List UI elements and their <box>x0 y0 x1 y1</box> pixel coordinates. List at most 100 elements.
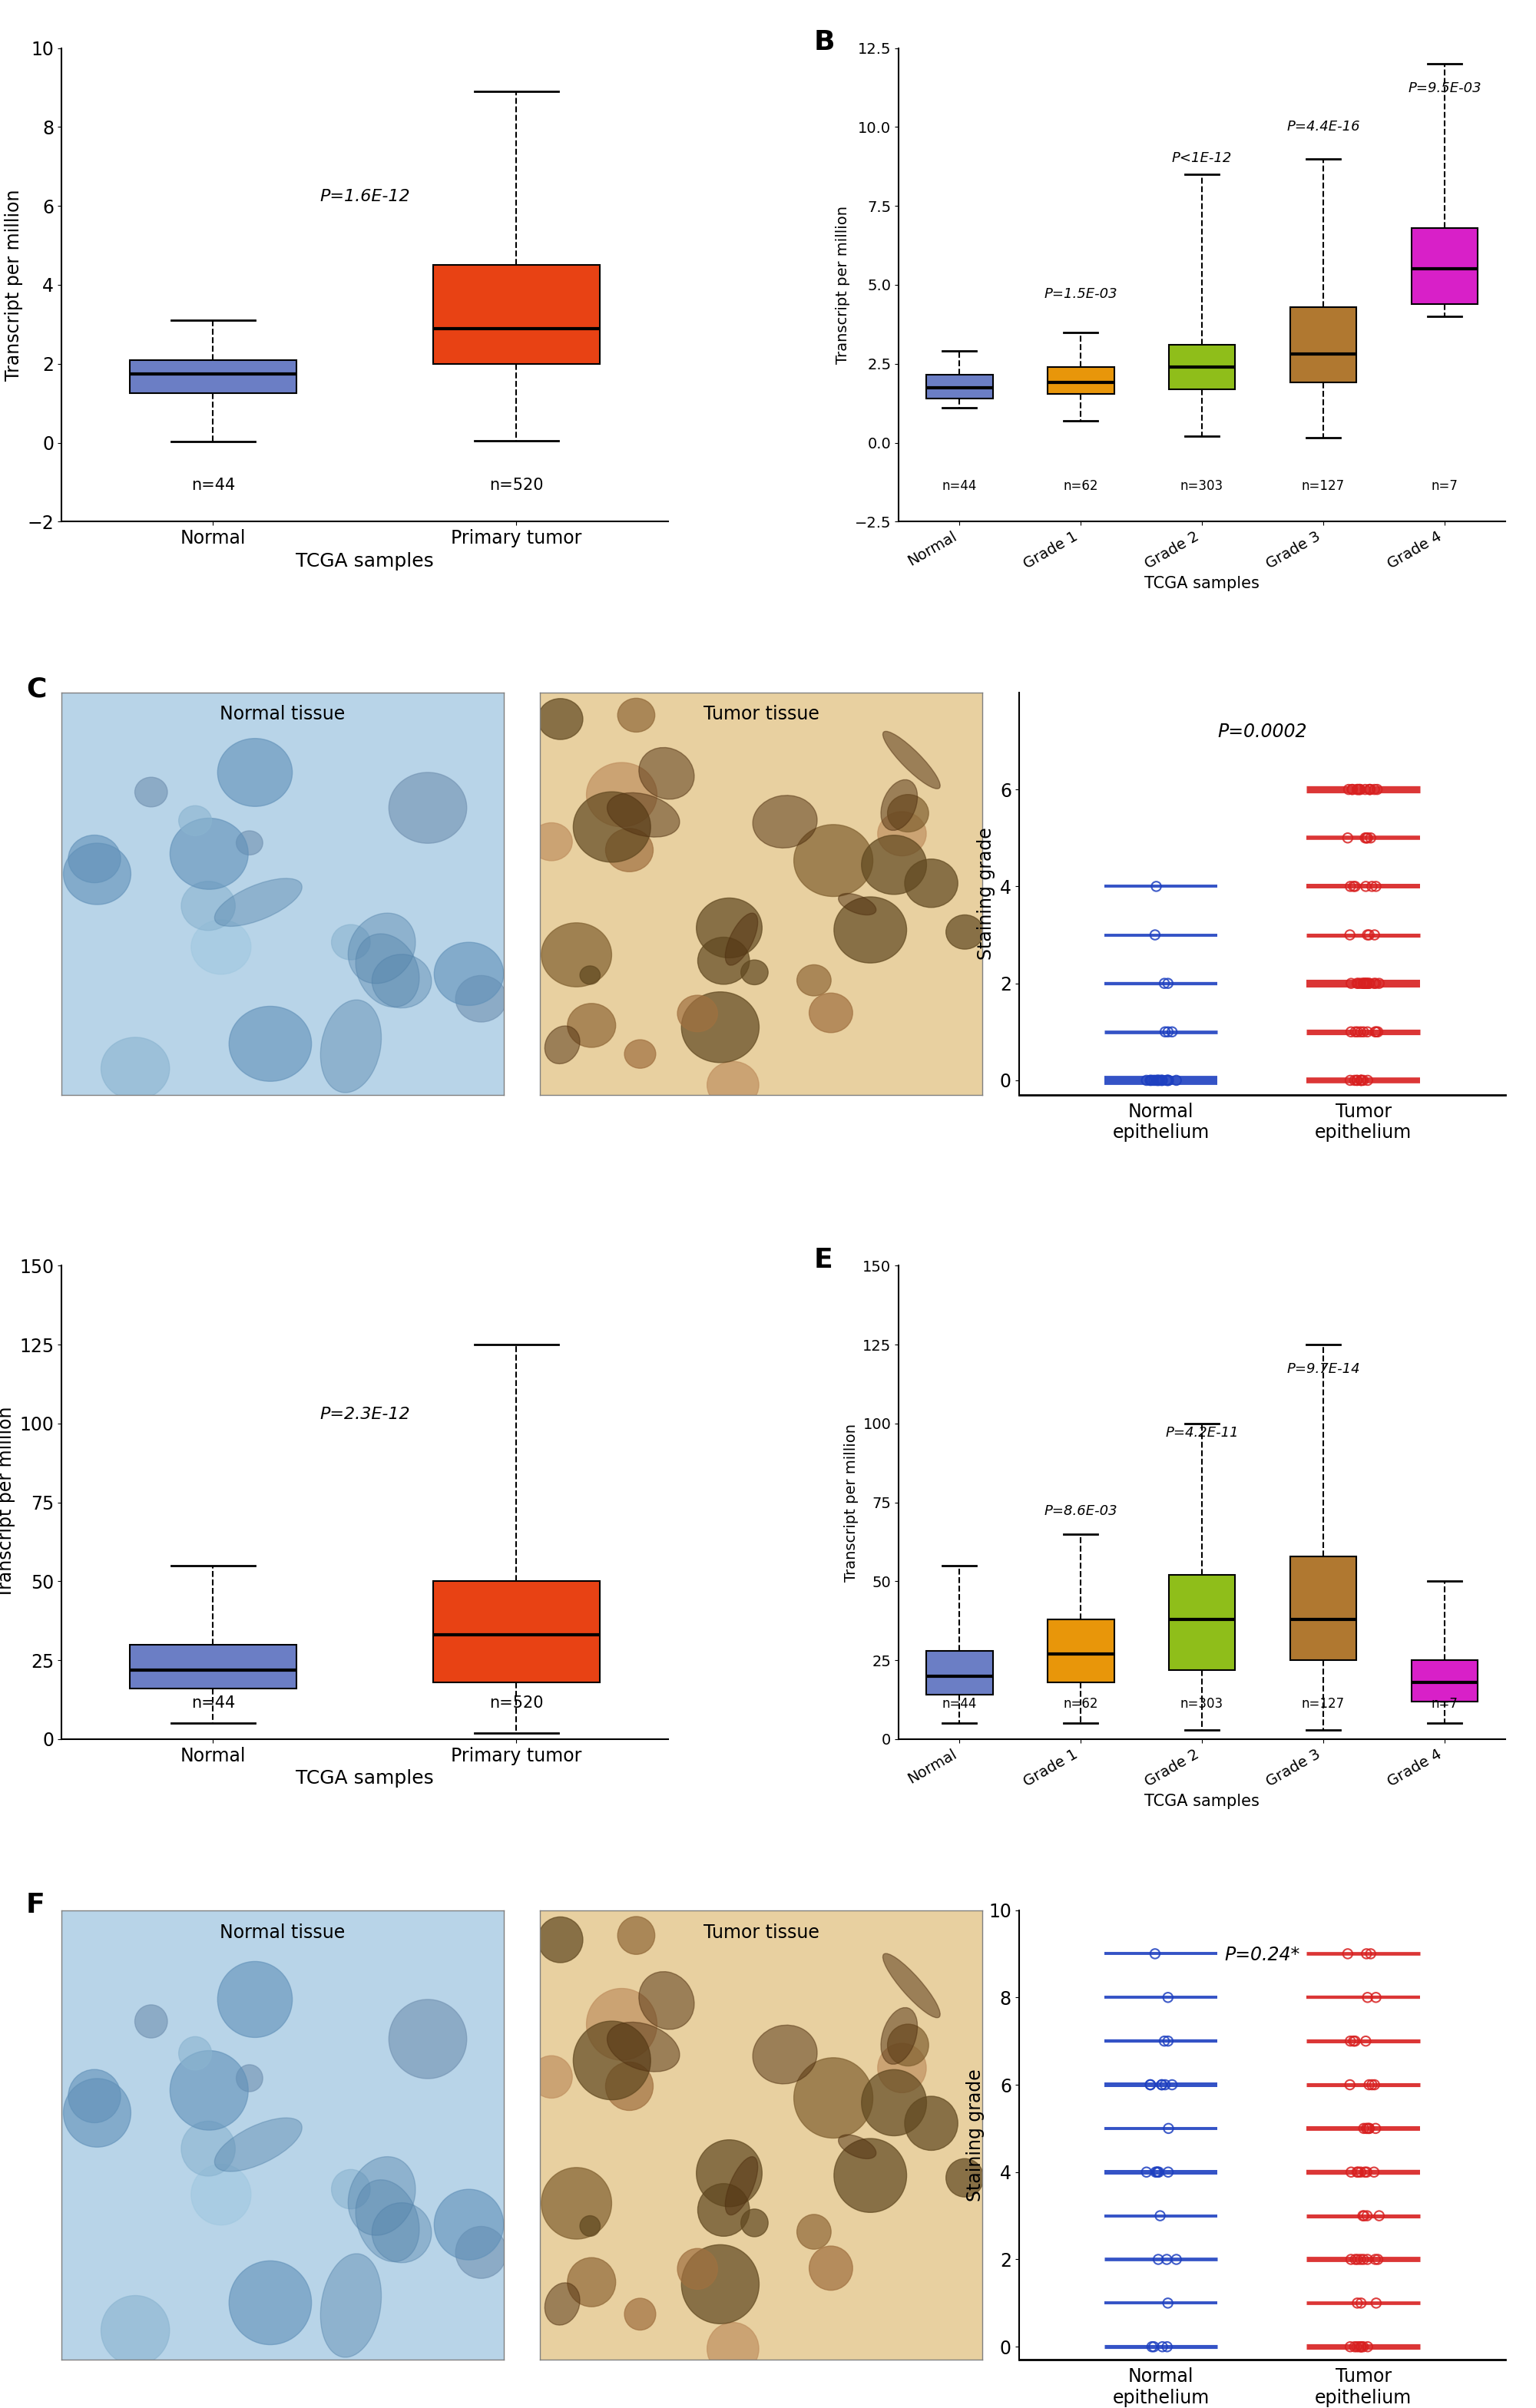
Point <box>1353 2109 1378 2148</box>
Point <box>1143 1062 1167 1100</box>
Ellipse shape <box>753 2025 817 2083</box>
Point <box>1155 1062 1180 1100</box>
PathPatch shape <box>1290 1556 1356 1659</box>
Text: n=7: n=7 <box>1432 1698 1458 1710</box>
Text: P=0.0002: P=0.0002 <box>1218 722 1307 742</box>
Point <box>1358 819 1382 857</box>
Point <box>1352 2239 1376 2278</box>
Point <box>1349 2329 1373 2367</box>
Ellipse shape <box>372 954 432 1009</box>
Point <box>1344 1062 1369 1100</box>
Point <box>1367 963 1392 1002</box>
Circle shape <box>707 2321 759 2374</box>
Point <box>1134 2153 1158 2191</box>
Point <box>1154 1014 1178 1052</box>
Text: E: E <box>814 1247 833 1274</box>
Ellipse shape <box>725 913 757 966</box>
PathPatch shape <box>1048 366 1114 395</box>
Point <box>1352 1014 1376 1052</box>
Circle shape <box>63 2078 131 2148</box>
Circle shape <box>530 824 573 860</box>
Circle shape <box>888 795 929 831</box>
Point <box>1342 867 1367 905</box>
Circle shape <box>617 1917 654 1955</box>
Circle shape <box>229 2261 312 2345</box>
Y-axis label: Transcript per million: Transcript per million <box>836 205 851 364</box>
Point <box>1155 2023 1180 2061</box>
Point <box>1155 1014 1180 1052</box>
Ellipse shape <box>545 2283 581 2326</box>
Circle shape <box>794 824 872 896</box>
Point <box>1344 2329 1369 2367</box>
X-axis label: TCGA samples: TCGA samples <box>1144 1794 1260 1808</box>
Point <box>1143 1934 1167 1972</box>
Ellipse shape <box>349 913 415 982</box>
Point <box>1149 2066 1174 2105</box>
Point <box>1155 1977 1180 2015</box>
Circle shape <box>567 1004 616 1047</box>
Circle shape <box>456 975 507 1021</box>
Point <box>1358 771 1382 809</box>
Text: n=303: n=303 <box>1180 1698 1224 1710</box>
Point <box>1346 963 1370 1002</box>
Text: B: B <box>814 29 834 55</box>
Point <box>1355 1014 1379 1052</box>
Point <box>1143 2153 1167 2191</box>
Point <box>1356 963 1381 1002</box>
Point <box>1338 867 1362 905</box>
Point <box>1338 2066 1362 2105</box>
Circle shape <box>101 1038 169 1100</box>
Point <box>1362 2153 1387 2191</box>
Text: n=127: n=127 <box>1301 479 1346 494</box>
Text: F: F <box>26 1893 45 1919</box>
Text: Tumor tissue: Tumor tissue <box>703 1924 819 1941</box>
Point <box>1143 915 1167 954</box>
PathPatch shape <box>1169 344 1235 390</box>
Point <box>1346 2239 1370 2278</box>
Point <box>1140 1062 1164 1100</box>
PathPatch shape <box>129 359 296 393</box>
Text: P<1E-12: P<1E-12 <box>1172 152 1232 164</box>
Circle shape <box>905 860 958 908</box>
Point <box>1358 771 1382 809</box>
Circle shape <box>435 2189 504 2259</box>
Point <box>1347 771 1372 809</box>
Point <box>1366 1014 1390 1052</box>
Point <box>1355 1062 1379 1100</box>
Circle shape <box>538 1917 582 1963</box>
Ellipse shape <box>883 1953 940 2018</box>
Point <box>1355 2239 1379 2278</box>
Ellipse shape <box>839 893 876 915</box>
Point <box>1141 2329 1166 2367</box>
Point <box>1346 1062 1370 1100</box>
Circle shape <box>218 1963 292 2037</box>
Text: n=520: n=520 <box>490 477 544 494</box>
Text: Tumor tissue: Tumor tissue <box>703 706 819 722</box>
Point <box>1146 2239 1170 2278</box>
Circle shape <box>862 836 926 893</box>
Point <box>1342 2023 1367 2061</box>
Circle shape <box>809 2247 852 2290</box>
Point <box>1336 771 1361 809</box>
Circle shape <box>229 1007 312 1081</box>
Circle shape <box>567 2259 616 2307</box>
Ellipse shape <box>321 2254 381 2357</box>
Point <box>1349 1062 1373 1100</box>
Ellipse shape <box>753 795 817 848</box>
Point <box>1364 867 1389 905</box>
Point <box>1146 2153 1170 2191</box>
Circle shape <box>877 811 926 855</box>
Y-axis label: Staining grade: Staining grade <box>977 828 995 961</box>
Ellipse shape <box>882 2008 917 2064</box>
Point <box>1155 2283 1180 2321</box>
Text: C: C <box>26 677 46 703</box>
Point <box>1355 819 1379 857</box>
Y-axis label: Staining grade: Staining grade <box>966 2068 985 2201</box>
Text: P=4.4E-16: P=4.4E-16 <box>1287 120 1359 132</box>
Circle shape <box>581 2215 601 2237</box>
Point <box>1342 2239 1367 2278</box>
Circle shape <box>389 773 467 843</box>
Point <box>1147 1062 1172 1100</box>
Point <box>1355 1934 1379 1972</box>
Text: n=44: n=44 <box>190 1695 235 1710</box>
